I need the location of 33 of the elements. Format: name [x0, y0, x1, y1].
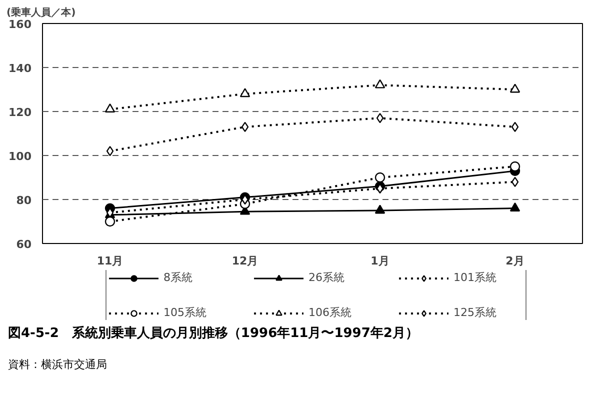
- y-tick-label: 140: [8, 62, 32, 75]
- y-tick-label: 100: [8, 150, 32, 163]
- point: [376, 113, 384, 124]
- point: [374, 79, 386, 88]
- x-tick-label: 11月: [96, 254, 124, 268]
- legend-label: 106系統: [308, 305, 352, 320]
- y-tick-label: 60: [16, 238, 32, 251]
- x-tick-label: 12月: [232, 254, 258, 268]
- x-tick-label: 2月: [506, 254, 524, 268]
- text: 図4-5-2 系統別乗車人員の月別推移（1996年11月〜1997年2月）: [8, 325, 418, 343]
- legend-label: 8系統: [164, 270, 194, 285]
- point: [374, 204, 386, 214]
- point: [511, 122, 519, 132]
- point: [104, 104, 116, 112]
- point: [374, 172, 386, 183]
- legend-label: 125系統: [454, 305, 498, 320]
- point: [241, 122, 249, 132]
- y-axis-title: (乗車人員／本): [6, 6, 76, 18]
- point: [104, 216, 116, 227]
- legend-label: 105系統: [164, 305, 208, 320]
- y-tick-label: 80: [16, 194, 32, 207]
- y-tick-label: 120: [8, 106, 32, 119]
- point: [510, 161, 520, 172]
- legend-label: 26系統: [308, 270, 346, 285]
- point: [511, 176, 519, 187]
- text: 資料：横浜市交通局: [8, 357, 107, 373]
- point: [106, 146, 114, 156]
- point: [510, 84, 520, 93]
- y-tick-label: 160: [8, 18, 32, 31]
- legend-label: 101系統: [454, 270, 498, 285]
- point: [510, 202, 520, 212]
- x-tick-label: 1月: [370, 254, 390, 268]
- point: [240, 88, 250, 98]
